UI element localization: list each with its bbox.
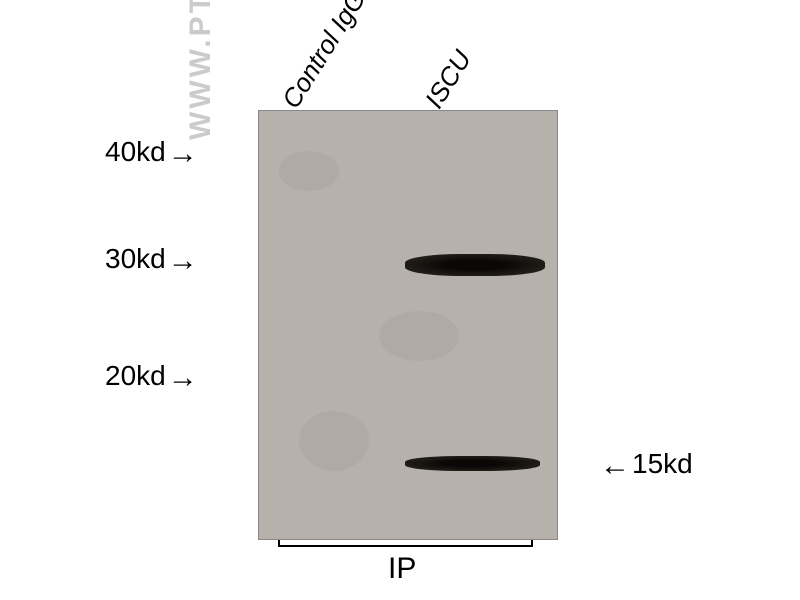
lane-label-iscu: ISCU (419, 45, 478, 114)
arrow-right-icon: → (168, 137, 198, 171)
mw-marker-30kd: 30kd→ (105, 243, 198, 278)
mw-marker-15kd: ←15kd (600, 448, 693, 483)
protein-band-15kd (405, 456, 540, 471)
ip-bracket-line (278, 545, 533, 547)
blot-noise (379, 311, 459, 361)
mw-marker-40kd: 40kd→ (105, 136, 198, 171)
blot-noise (279, 151, 339, 191)
figure-container: WWW.PTGLAB.COM Control IgG ISCU 40kd→ 30… (0, 0, 800, 600)
arrow-left-icon: ← (600, 449, 630, 483)
ip-bracket-tick (531, 540, 533, 547)
western-blot-membrane (258, 110, 558, 540)
arrow-right-icon: → (168, 244, 198, 278)
watermark-text: WWW.PTGLAB.COM (184, 0, 218, 140)
mw-marker-20kd: 20kd→ (105, 360, 198, 395)
arrow-right-icon: → (168, 361, 198, 395)
lane-label-control-igg: Control IgG (276, 0, 373, 114)
ip-label: IP (388, 552, 416, 586)
blot-noise (299, 411, 369, 471)
protein-band-30kd (405, 254, 545, 276)
